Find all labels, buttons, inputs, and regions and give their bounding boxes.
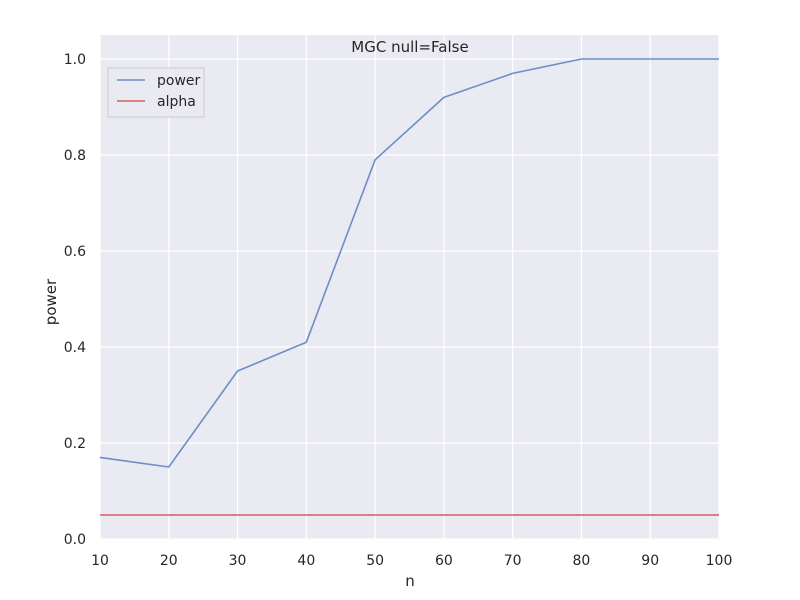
legend-box xyxy=(107,67,205,118)
y-tick-label: 1.0 xyxy=(64,52,86,68)
x-axis-ticks: 10 20 30 40 50 60 70 80 90 100 xyxy=(91,553,732,569)
y-tick-label: 0.2 xyxy=(64,436,86,452)
chart-title: MGC null=False xyxy=(351,38,468,56)
y-tick-label: 0.6 xyxy=(64,244,86,260)
legend: power alpha xyxy=(107,67,205,118)
x-tick-label: 60 xyxy=(435,553,453,569)
y-tick-label: 0.4 xyxy=(64,340,86,356)
x-tick-label: 50 xyxy=(366,553,384,569)
x-tick-label: 10 xyxy=(91,553,109,569)
x-tick-label: 40 xyxy=(297,553,315,569)
y-axis-label: power xyxy=(42,278,60,325)
x-tick-label: 90 xyxy=(641,553,659,569)
grid-lines xyxy=(99,35,720,540)
y-axis-ticks: 0.0 0.2 0.4 0.6 0.8 1.0 xyxy=(64,52,86,548)
y-tick-label: 0.8 xyxy=(64,148,86,164)
x-tick-label: 80 xyxy=(573,553,591,569)
y-tick-label: 0.0 xyxy=(64,532,86,548)
x-tick-label: 70 xyxy=(504,553,522,569)
plot-background xyxy=(100,35,719,539)
legend-label-alpha: alpha xyxy=(157,94,196,110)
series-line-power xyxy=(99,58,719,468)
legend-label-power: power xyxy=(157,73,201,89)
series-lines xyxy=(99,58,719,516)
x-tick-label: 30 xyxy=(229,553,247,569)
x-tick-label: 100 xyxy=(706,553,733,569)
x-tick-label: 20 xyxy=(160,553,178,569)
x-axis-label: n xyxy=(405,572,415,590)
